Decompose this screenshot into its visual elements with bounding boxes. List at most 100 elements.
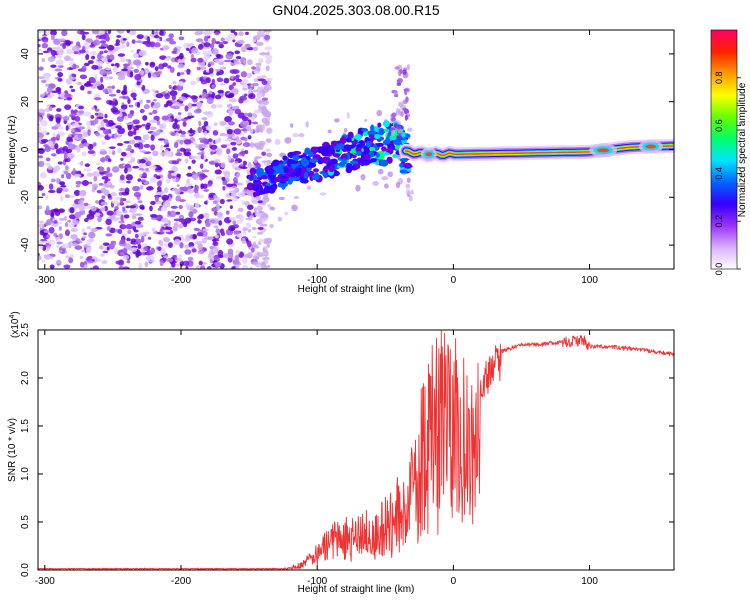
spectrogram-noise-blob — [108, 133, 113, 137]
spectrogram-noise-blob — [128, 104, 134, 108]
spectrogram-noise-blob — [146, 186, 154, 191]
spectrogram-transition-blob — [291, 204, 298, 212]
spectrogram-noise-blob — [99, 69, 107, 76]
spectrogram-noise-blob — [187, 115, 195, 119]
spectrogram-ridge-blob — [312, 174, 320, 181]
spectrogram-ridge-blob — [347, 131, 354, 139]
spectrogram-noise-blob — [91, 106, 96, 110]
spectrogram-noise-blob — [140, 235, 145, 243]
spectrogram-noise-blob — [143, 143, 151, 148]
spectrogram-ridge-blob — [321, 156, 331, 164]
spectrogram-noise-blob — [213, 225, 219, 229]
spectrogram-noise-blob — [200, 79, 208, 85]
spectrogram-transition-blob — [346, 112, 350, 120]
spectrogram-noise-blob — [253, 109, 262, 114]
spectrogram-noise-blob — [154, 195, 159, 203]
spectrogram-noise-blob — [193, 187, 199, 193]
spectrogram-noise-blob — [125, 174, 133, 181]
spectrogram-noise-blob — [84, 163, 91, 168]
spectrogram-noise-blob — [125, 205, 130, 209]
spectrogram-noise-blob — [256, 75, 262, 79]
spectrogram-noise-blob — [57, 161, 63, 165]
spectrogram-transition-blob — [263, 161, 270, 166]
spectrogram-noise-blob — [232, 39, 236, 43]
spectrogram-noise-blob — [127, 144, 132, 150]
spectrogram-noise-blob — [230, 191, 237, 198]
snr-marks — [38, 330, 674, 570]
spectrogram-noise-blob — [126, 66, 134, 70]
spectrogram-transition-blob — [267, 204, 272, 208]
spectrogram-transition-blob — [333, 118, 340, 123]
spectrogram-noise-blob — [197, 126, 202, 134]
spectrogram-noise-blob — [51, 47, 60, 50]
spectrogram-noise-blob — [182, 238, 190, 242]
spectrogram-x-tick-label: -200 — [171, 275, 191, 286]
spectrogram-noise-blob — [76, 82, 83, 86]
spectrogram-noise-blob — [139, 99, 143, 104]
spectrogram-noise-blob — [252, 241, 257, 249]
spectrogram-noise-blob — [193, 109, 202, 114]
spectrogram-noise-blob — [57, 55, 62, 59]
spectrogram-noise-blob — [252, 46, 259, 52]
spectrogram-noise-blob — [246, 240, 252, 248]
spectrogram-noise-blob — [259, 223, 268, 227]
spectrogram-noise-blob — [217, 249, 224, 257]
spectrogram-noise-blob — [67, 219, 72, 223]
spectrogram-noise-blob — [165, 178, 171, 184]
spectrogram-ridge-blob — [361, 127, 368, 132]
spectrogram-noise-blob — [102, 183, 111, 188]
spectrogram-noise-blob — [256, 196, 261, 201]
spectrogram-noise-blob — [122, 206, 126, 212]
spectrogram-noise-blob — [77, 110, 85, 114]
spectrogram-noise-blob — [253, 157, 258, 164]
spectrogram-transition-blob — [355, 184, 361, 192]
spectrogram-noise-blob — [235, 55, 242, 60]
spectrogram-noise-blob — [206, 97, 214, 105]
spectrogram-noise-blob — [70, 234, 78, 240]
spectrogram-noise-blob — [198, 260, 203, 266]
spectrogram-noise-blob — [255, 62, 262, 66]
spectrogram-ridge-blob — [328, 166, 335, 173]
spectrogram-noise-blob — [110, 126, 115, 130]
spectrogram-noise-blob — [126, 180, 131, 184]
spectrogram-noise-blob — [108, 149, 112, 155]
spectrogram-noise-blob — [130, 92, 137, 98]
spectrogram-noise-blob — [257, 57, 264, 64]
spectrogram-noise-blob — [86, 260, 94, 264]
spectrogram-noise-blob — [189, 127, 193, 134]
spectrogram-noise-blob — [130, 49, 135, 53]
spectrogram-noise-blob — [245, 31, 249, 35]
spectrogram-noise-blob — [91, 183, 99, 190]
spectrogram-noise-blob — [83, 168, 92, 172]
spectrogram-noise-blob — [58, 222, 62, 225]
spectrogram-noise-blob — [41, 58, 46, 63]
spectrogram-noise-blob — [91, 64, 99, 70]
spectrogram-noise-blob — [75, 184, 81, 188]
spectrogram-transition-blob — [327, 129, 332, 134]
spectrogram-noise-blob — [183, 94, 191, 98]
spectrogram-noise-blob — [216, 205, 221, 211]
spectrogram-noise-blob — [180, 71, 185, 76]
spectrogram-noise-blob — [52, 166, 58, 174]
spectrogram-ridge-band — [404, 145, 674, 157]
snr-frame — [37, 329, 675, 571]
spectrogram-ridge-blob — [401, 131, 406, 138]
spectrogram-noise-blob — [203, 35, 209, 42]
spectrogram-noise-blob — [83, 41, 89, 48]
spectrogram-noise-blob — [218, 220, 223, 226]
spectrogram-noise-blob — [162, 229, 171, 233]
spectrogram-y-tick-label: 40 — [20, 48, 31, 60]
spectrogram-noise-blob — [122, 95, 130, 100]
spectrogram-noise-blob — [121, 225, 130, 228]
spectrogram-noise-blob — [78, 205, 86, 212]
spectrogram-noise-blob — [186, 189, 195, 194]
spectrogram-noise-blob — [59, 217, 65, 221]
spectrogram-noise-blob — [221, 176, 226, 181]
spectrogram-noise-blob — [47, 86, 53, 93]
snr-series-line — [38, 330, 674, 570]
spectrogram-noise-blob — [167, 242, 173, 248]
spectrogram-transition-blob — [278, 196, 285, 201]
spectrogram-noise-blob — [226, 199, 232, 202]
spectrogram-noise-blob — [95, 82, 102, 86]
spectrogram-noise-blob — [175, 211, 181, 215]
